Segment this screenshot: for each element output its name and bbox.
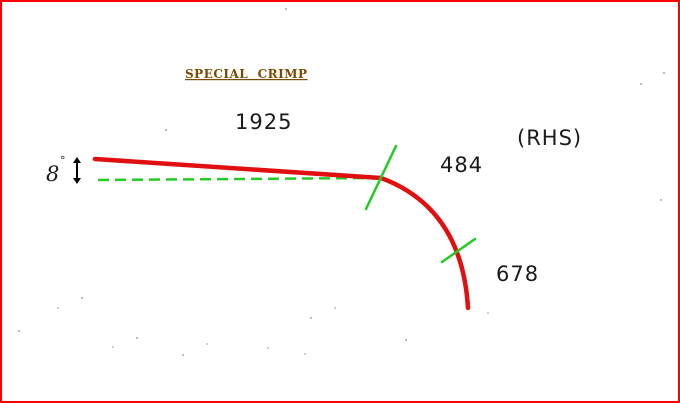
side-label: (RHS) [517,126,582,150]
angle-arrow-down [73,178,81,184]
segment-length-1: 1925 [235,110,292,134]
boundary-tick-1 [364,144,398,211]
reference-line [97,176,379,182]
angle-arrow-up [73,157,81,163]
boundary-tick-2 [440,237,477,264]
angle-value: 8 [46,162,59,186]
angle-degree-symbol: ° [60,154,66,167]
segment-length-2: 484 [440,153,483,177]
segment-length-3: 678 [496,262,539,286]
crimp-bar [92,156,471,311]
drawing-title: SPECIAL CRIMP [185,67,308,81]
angle-indicator: 8 ° [46,154,81,186]
scan-specks [18,8,665,356]
